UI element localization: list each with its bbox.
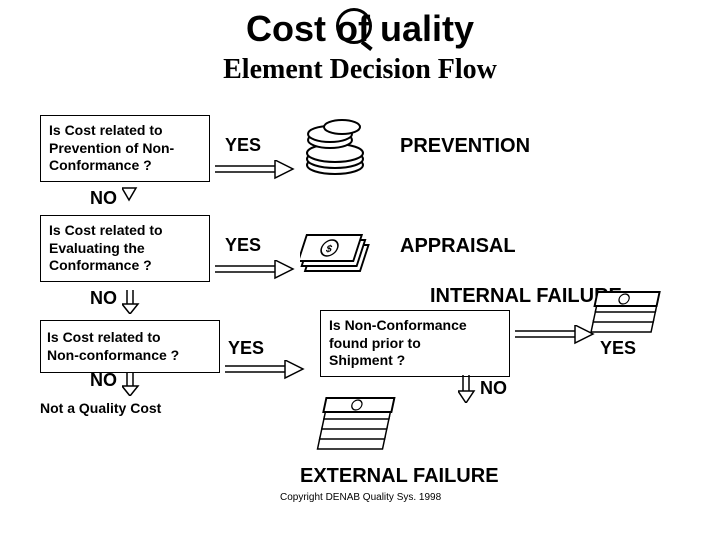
- q4-yes-arrow: [515, 325, 595, 345]
- q1-yes-label: YES: [225, 135, 261, 156]
- question-1-text: Is Cost related to Prevention of Non- Co…: [49, 122, 174, 173]
- question-4: Is Non-Conformance found prior to Shipme…: [320, 310, 510, 377]
- question-1: Is Cost related to Prevention of Non- Co…: [40, 115, 210, 182]
- question-2: Is Cost related to Evaluating the Confor…: [40, 215, 210, 282]
- q2-no-arrow: [122, 290, 140, 314]
- external-failure-label: EXTERNAL FAILURE: [300, 465, 499, 488]
- cash-icon: $: [300, 225, 375, 280]
- title-sub: Element Decision Flow: [0, 54, 720, 86]
- money-stack-1-icon: [590, 290, 675, 350]
- prevention-label: PREVENTION: [400, 135, 530, 158]
- money-stack-2-icon: [315, 395, 410, 465]
- q1-no-arrow: [122, 186, 138, 204]
- not-quality-cost: Not a Quality Cost: [40, 400, 161, 416]
- appraisal-label: APPRAISAL: [400, 235, 516, 258]
- q3-yes-label: YES: [228, 338, 264, 359]
- q1-yes-arrow: [215, 160, 295, 180]
- question-4-text: Is Non-Conformance found prior to Shipme…: [329, 317, 467, 368]
- q2-yes-label: YES: [225, 235, 261, 256]
- q3-no-arrow: [122, 372, 140, 396]
- question-3-text: Is Cost related to Non-conformance ?: [47, 329, 179, 363]
- question-2-text: Is Cost related to Evaluating the Confor…: [49, 222, 163, 273]
- q3-no-label: NO: [90, 370, 117, 391]
- q2-no-label: NO: [90, 288, 117, 309]
- question-3: Is Cost related to Non-conformance ?: [40, 320, 220, 373]
- q4-no-arrow: [458, 375, 476, 403]
- copyright-text: Copyright DENAB Quality Sys. 1998: [280, 492, 441, 503]
- q4-no-label: NO: [480, 378, 507, 399]
- q3-yes-arrow: [225, 360, 305, 380]
- magnifier-lens: [336, 8, 372, 44]
- q2-yes-arrow: [215, 260, 295, 280]
- coins-icon: [300, 115, 370, 185]
- q1-no-label: NO: [90, 188, 117, 209]
